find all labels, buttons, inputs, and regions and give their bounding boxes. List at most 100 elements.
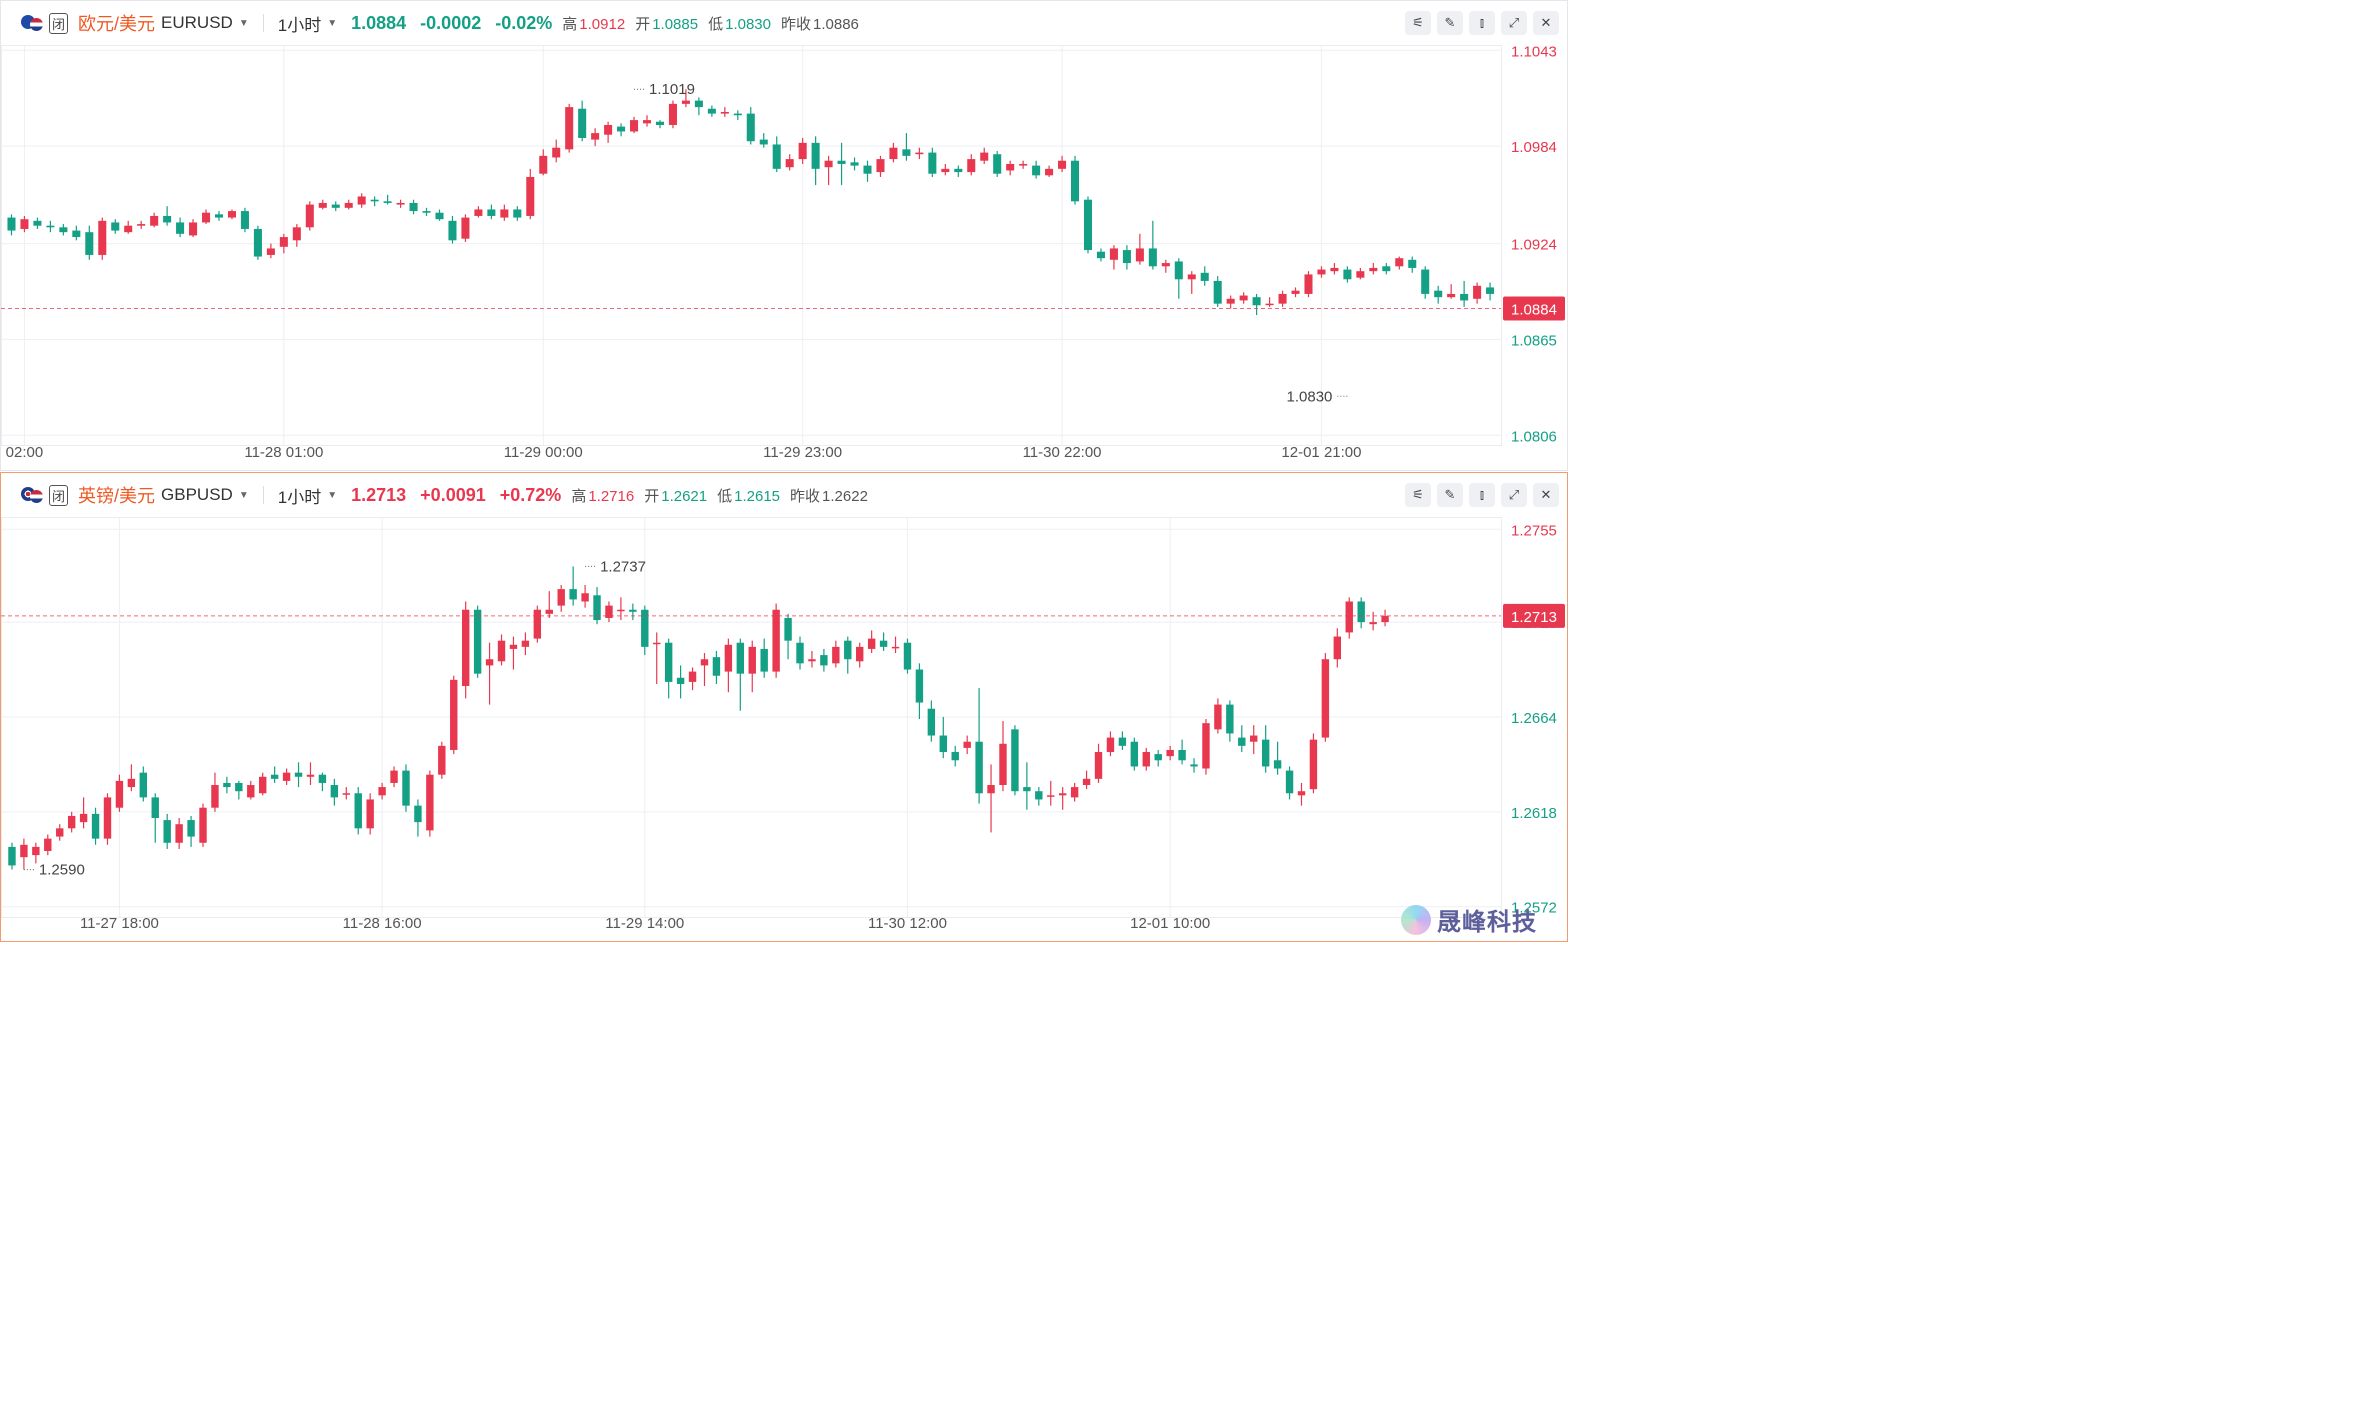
eurusd-header: 闭 欧元/美元 EURUSD ▼ 1小时 ▼ 1.0884 -0.0002 -0… (1, 1, 1567, 45)
candle-body (1118, 737, 1127, 746)
candle-body (630, 120, 639, 132)
candle-body (139, 772, 148, 798)
candle-body (202, 212, 211, 223)
candle-body (1239, 295, 1248, 301)
candle-body (539, 155, 548, 174)
candle-body (759, 139, 768, 145)
candle-body (1071, 160, 1080, 202)
candle-body (1357, 601, 1365, 623)
candle-body (796, 642, 804, 664)
candle-body (33, 220, 42, 226)
candle-body (1330, 267, 1339, 272)
candle-body (211, 785, 219, 808)
candle-body (1356, 271, 1365, 278)
candle-body (1369, 622, 1377, 625)
candle-body (1058, 793, 1067, 796)
divider (262, 14, 264, 32)
pair-name[interactable]: 欧元/美元 (78, 14, 156, 34)
candle-body (189, 222, 198, 236)
draw-pen-icon[interactable]: ✎ (1437, 483, 1463, 507)
candle-body (175, 824, 183, 843)
candle-body (422, 211, 431, 213)
candle-body (1226, 298, 1235, 304)
candle-body (214, 214, 224, 218)
candle-body (811, 142, 820, 169)
candle-body (1200, 272, 1209, 281)
interval-dropdown-icon[interactable]: ▼ (327, 489, 338, 501)
candle-body (951, 752, 959, 761)
prev-close-value: 1.0886 (813, 15, 859, 33)
symbol-code[interactable]: EURUSD (161, 13, 233, 32)
candle-body (1285, 770, 1294, 794)
candle-body (366, 799, 374, 829)
market-closed-badge: 闭 (49, 12, 69, 34)
y-tick-label: 1.2572 (1511, 900, 1557, 917)
candle-body (20, 219, 29, 229)
candle-body (294, 772, 303, 777)
candle-body (72, 230, 81, 238)
open-value: 1.2621 (661, 487, 708, 505)
candle-body (56, 828, 64, 837)
candle-body (694, 100, 703, 108)
interval-selector[interactable]: 1小时 (277, 15, 322, 35)
draw-pen-icon[interactable]: ✎ (1437, 11, 1463, 35)
candle-body (1023, 787, 1031, 792)
candle-body (383, 201, 392, 203)
close-icon[interactable]: ✕ (1533, 483, 1559, 507)
candle-body (1214, 704, 1222, 730)
candle-body (137, 224, 146, 226)
y-tick-label: 1.2755 (1511, 522, 1557, 539)
symbol-dropdown-icon[interactable]: ▼ (238, 489, 249, 501)
fullscreen-icon[interactable]: ⤢ (1501, 483, 1527, 507)
candle-body (1265, 303, 1274, 306)
candle-body (1109, 248, 1118, 260)
candle-body (1142, 752, 1150, 767)
candle-body (151, 797, 159, 819)
candle-body (668, 103, 677, 125)
eurusd-candlestick-chart[interactable]: 1.0806 1.0865 1.0924 1.0984 1.1043 02:00 11-28… (1, 45, 1567, 470)
chart-toolbar: ⚟ ✎ ⫾ ⤢ ✕ (1405, 483, 1559, 507)
candle-body (1047, 795, 1055, 797)
candle-body (629, 609, 637, 612)
eurusd-panel[interactable]: 闭 欧元/美元 EURUSD ▼ 1小时 ▼ 1.0884 -0.0002 -0… (0, 0, 1568, 471)
candle-body (318, 774, 327, 783)
close-icon[interactable]: ✕ (1533, 11, 1559, 35)
candle-body (331, 204, 340, 208)
y-tick-label: 1.2618 (1511, 805, 1557, 822)
candle-body (856, 646, 864, 662)
high-label: 高 (562, 15, 578, 33)
symbol-code[interactable]: GBPUSD (161, 485, 233, 504)
candle-body (1032, 165, 1041, 176)
candle-body (1122, 250, 1131, 264)
candle-body (844, 640, 852, 660)
x-tick-label: 11-30 12:00 (868, 915, 947, 932)
interval-dropdown-icon[interactable]: ▼ (327, 17, 338, 29)
candle-body (91, 813, 100, 839)
x-tick-label: 11-30 22:00 (1023, 444, 1102, 461)
candle-body (461, 609, 470, 687)
candle-body (426, 774, 434, 831)
indicator-icon[interactable]: ⚟ (1405, 483, 1431, 507)
high-label: 高 (571, 487, 587, 505)
gbpusd-panel[interactable]: 闭 英镑/美元 GBPUSD ▼ 1小时 ▼ 1.2713 +0.0091 +0… (0, 472, 1568, 942)
pair-name[interactable]: 英镑/美元 (78, 486, 156, 506)
candle-body (409, 202, 418, 212)
symbol-dropdown-icon[interactable]: ▼ (238, 17, 249, 29)
fullscreen-icon[interactable]: ⤢ (1501, 11, 1527, 35)
candle-body (46, 225, 55, 228)
low-value: 1.0830 (725, 15, 771, 33)
candle-body (7, 217, 16, 231)
indicator-icon[interactable]: ⚟ (1405, 11, 1431, 35)
candle-type-icon[interactable]: ⫾ (1469, 11, 1495, 35)
candle-body (1006, 163, 1015, 171)
candle-body (1070, 787, 1079, 798)
candle-type-icon[interactable]: ⫾ (1469, 483, 1495, 507)
candle-body (438, 745, 446, 775)
interval-selector[interactable]: 1小时 (277, 487, 322, 507)
candle-body (98, 220, 107, 255)
candle-body (85, 232, 94, 255)
candle-body (1035, 791, 1043, 800)
candle-body (1166, 749, 1174, 757)
candle-body (967, 159, 976, 173)
